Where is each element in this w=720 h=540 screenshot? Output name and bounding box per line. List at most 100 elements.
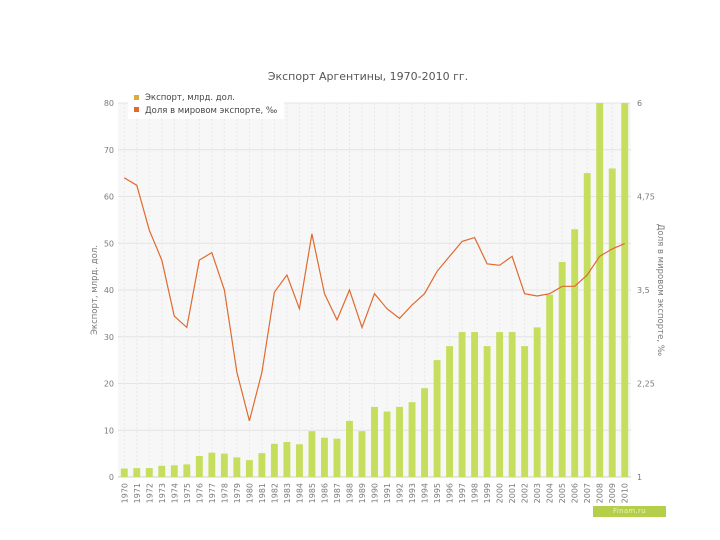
bar [158, 465, 166, 477]
bar [596, 103, 604, 477]
bar [145, 468, 153, 477]
bar [371, 406, 378, 477]
bar [583, 173, 591, 477]
y-axis-label: Экспорт, млрд. дол. [90, 245, 100, 335]
line-series [123, 177, 625, 422]
bar [421, 388, 428, 477]
x-tick-label: 1978 [220, 483, 229, 503]
x-tick-label: 2004 [546, 483, 555, 503]
y2-axis-label: Доля в мировом экспорте, ‰ [655, 224, 665, 356]
bar [308, 431, 316, 477]
y-tick-label: 70 [104, 146, 114, 155]
x-tick-label: 1999 [483, 483, 492, 503]
bar [483, 346, 491, 477]
bar [621, 103, 629, 477]
y-tick-label: 50 [104, 239, 114, 248]
y-tick-label: 60 [104, 193, 114, 202]
legend-marker-export [134, 95, 139, 100]
x-tick-label: 2010 [621, 483, 630, 503]
bar [458, 332, 466, 477]
bar [233, 457, 241, 477]
y-axis: 0 10 20 30 40 50 60 70 80 [104, 99, 114, 482]
x-tick-label: 1991 [383, 483, 392, 503]
bar [408, 402, 416, 477]
y2-tick-label: 1 [637, 473, 642, 482]
x-tick-label: 1995 [433, 483, 442, 503]
x-tick-label: 1992 [396, 483, 405, 503]
bar [446, 346, 454, 477]
y2-tick-label: 6 [637, 99, 642, 108]
bar [208, 452, 216, 477]
bar [433, 360, 441, 477]
y-tick-label: 30 [104, 333, 114, 342]
chart-title: Экспорт Аргентины, 1970-2010 гг. [268, 70, 468, 83]
x-tick-label: 1972 [145, 483, 154, 503]
bar [396, 406, 403, 477]
y2-axis: 1 2,25 3,5 4,75 6 [637, 99, 655, 482]
x-tick-label: 1985 [308, 483, 317, 503]
x-tick-label: 2006 [571, 483, 580, 503]
y2-tick-label: 4,75 [637, 193, 655, 202]
x-tick-label: 2001 [508, 483, 517, 503]
x-tick-label: 1971 [133, 483, 142, 503]
x-tick-label: 2007 [583, 483, 592, 503]
x-tick-label: 1994 [421, 483, 430, 503]
x-tick-label: 1981 [258, 483, 267, 503]
bar [270, 443, 278, 477]
y-tick-label: 20 [104, 380, 114, 389]
bar [383, 411, 391, 477]
x-tick-label: 2002 [521, 483, 530, 503]
x-tick-label: 1988 [345, 483, 354, 503]
x-tick-label: 2000 [496, 483, 505, 503]
legend-marker-share [134, 107, 139, 112]
x-tick-label: 1974 [170, 483, 179, 503]
bar [333, 438, 341, 477]
x-tick-label: 1984 [295, 483, 304, 503]
line-path [123, 177, 625, 422]
bar-series [120, 103, 629, 477]
y2-tick-label: 2,25 [637, 380, 655, 389]
bar [571, 229, 579, 477]
watermark-badge: Finam.ru [593, 506, 666, 517]
x-tick-label: 1986 [320, 483, 329, 503]
bar [533, 327, 541, 477]
x-tick-label: 1977 [208, 483, 217, 503]
x-tick-label: 1973 [158, 483, 167, 503]
bar [170, 465, 178, 477]
legend-label-share: Доля в мировом экспорте, ‰ [145, 106, 277, 116]
bar [321, 437, 328, 477]
x-tick-label: 1997 [458, 483, 467, 503]
bar [220, 453, 228, 477]
y-tick-label: 10 [104, 426, 114, 435]
x-tick-label: 1980 [245, 483, 254, 503]
x-tick-label: 1998 [471, 483, 480, 503]
bar [521, 346, 529, 477]
x-axis: 1970 1971 1972 1973 1974 1975 1976 1977 1978 1979… [120, 483, 629, 503]
bar [183, 464, 191, 477]
bar [245, 460, 253, 477]
legend: Экспорт, млрд. дол. Доля в мировом экспо… [128, 92, 284, 119]
x-tick-label: 1993 [408, 483, 417, 503]
bar [558, 261, 566, 477]
bar [471, 332, 479, 477]
x-tick-label: 1970 [120, 483, 129, 503]
x-tick-label: 1989 [358, 483, 367, 503]
y-tick-label: 80 [104, 99, 114, 108]
legend-label-export: Экспорт, млрд. дол. [145, 93, 235, 103]
x-tick-label: 1987 [333, 483, 342, 503]
x-tick-label: 1975 [183, 483, 192, 503]
bar [120, 468, 128, 477]
x-tick-label: 1979 [233, 483, 242, 503]
bar [283, 441, 291, 477]
bar [133, 468, 141, 477]
bar [346, 420, 353, 477]
x-tick-label: 1996 [446, 483, 455, 503]
bar [258, 453, 266, 477]
x-tick-label: 1982 [270, 483, 279, 503]
x-tick-label: 2005 [558, 483, 567, 503]
bar [358, 431, 366, 477]
y2-tick-label: 3,5 [637, 286, 650, 295]
bar [508, 332, 516, 477]
legend-box [128, 92, 284, 119]
